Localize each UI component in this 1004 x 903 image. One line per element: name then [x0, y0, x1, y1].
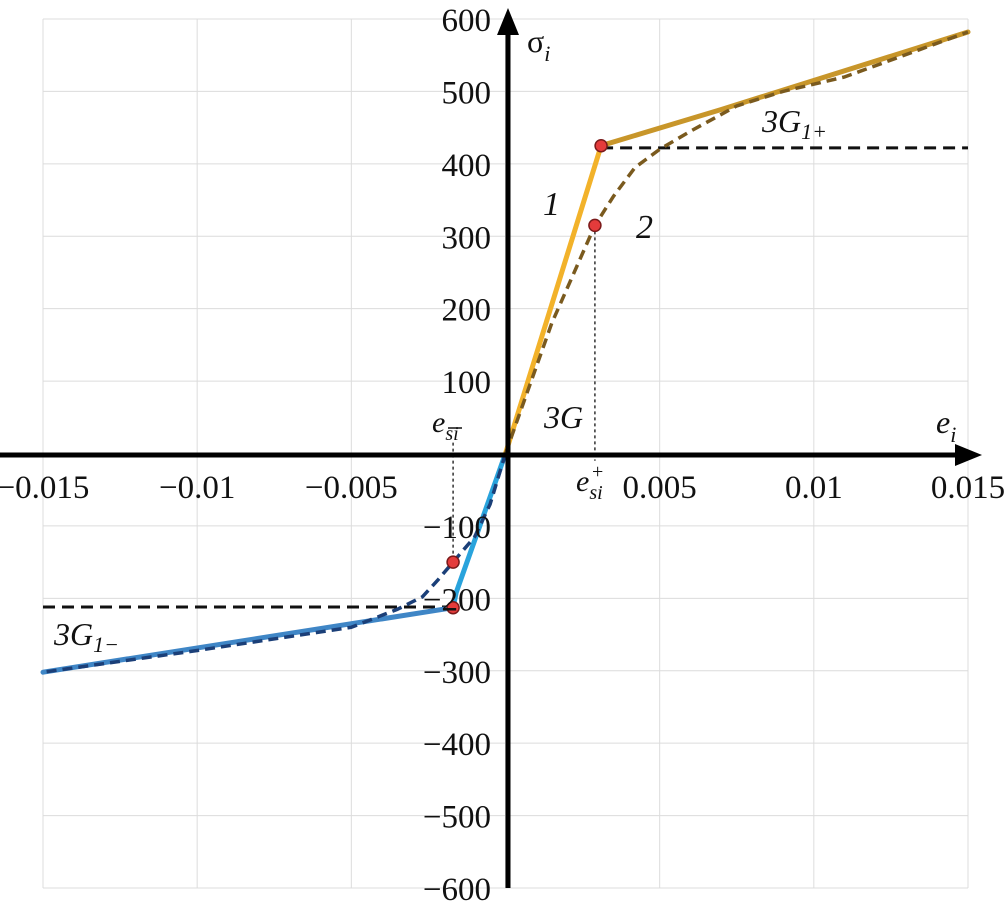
- y-tick-label: 100: [442, 365, 492, 401]
- series-lines: [40, 29, 971, 675]
- curve-1-label: 1: [543, 186, 560, 223]
- x-tick-label: 0.015: [931, 470, 1004, 506]
- y-tick-label: 300: [442, 220, 492, 256]
- y-tick-labels: 600 500 400 300 200 100 −100 −200 −300 −400 −500 −6…: [423, 3, 491, 903]
- y-tick-label: −600: [423, 872, 491, 903]
- x-tick-label: −0.01: [159, 470, 235, 506]
- curve-2-compression: [42, 452, 508, 674]
- y-axis-label: σi: [527, 23, 550, 66]
- x-axis-label: ei: [936, 404, 956, 447]
- compression-yield-strain-label: esi: [432, 406, 459, 445]
- y-tick-label: −400: [423, 727, 491, 763]
- tension-yield-strain-superscript: +: [592, 461, 603, 483]
- point-marker: [594, 138, 608, 153]
- tension-yield-strain-label: esi: [576, 465, 603, 504]
- y-tick-label: 200: [442, 293, 492, 329]
- curve-1-tension-elastic: [503, 143, 604, 456]
- reference-lines: [43, 146, 968, 609]
- point-marker: [588, 218, 602, 233]
- point-marker: [446, 555, 460, 569]
- y-tick-label: 400: [442, 148, 492, 184]
- curve-1-tension-hardening: [598, 29, 971, 149]
- x-tick-label: −0.015: [0, 470, 89, 506]
- y-tick-label: 600: [442, 3, 492, 39]
- x-tick-label: 0.01: [785, 470, 843, 506]
- y-tick-label: −100: [423, 510, 491, 546]
- y-tick-label: −500: [423, 800, 491, 836]
- elastic-slope-label: 3G: [543, 399, 583, 435]
- x-tick-labels: −0.015 −0.01 −0.005 0.005 0.01 0.015: [0, 470, 1004, 506]
- curve-2-tension: [503, 30, 969, 455]
- y-axis-arrow: [497, 8, 519, 35]
- x-tick-label: −0.005: [305, 470, 398, 506]
- x-tick-label: 0.005: [623, 470, 697, 506]
- compression-hardening-slope-label: 3G1−: [53, 616, 119, 657]
- x-axis-arrow: [955, 444, 982, 466]
- y-tick-label: 500: [442, 75, 492, 111]
- curve-2-label: 2: [636, 209, 653, 246]
- point-markers: [446, 138, 608, 615]
- tension-hardening-slope-label: 3G1+: [761, 103, 827, 144]
- y-tick-label: −300: [423, 655, 491, 691]
- point-marker: [446, 600, 460, 615]
- y-tick-label: −200: [423, 582, 491, 618]
